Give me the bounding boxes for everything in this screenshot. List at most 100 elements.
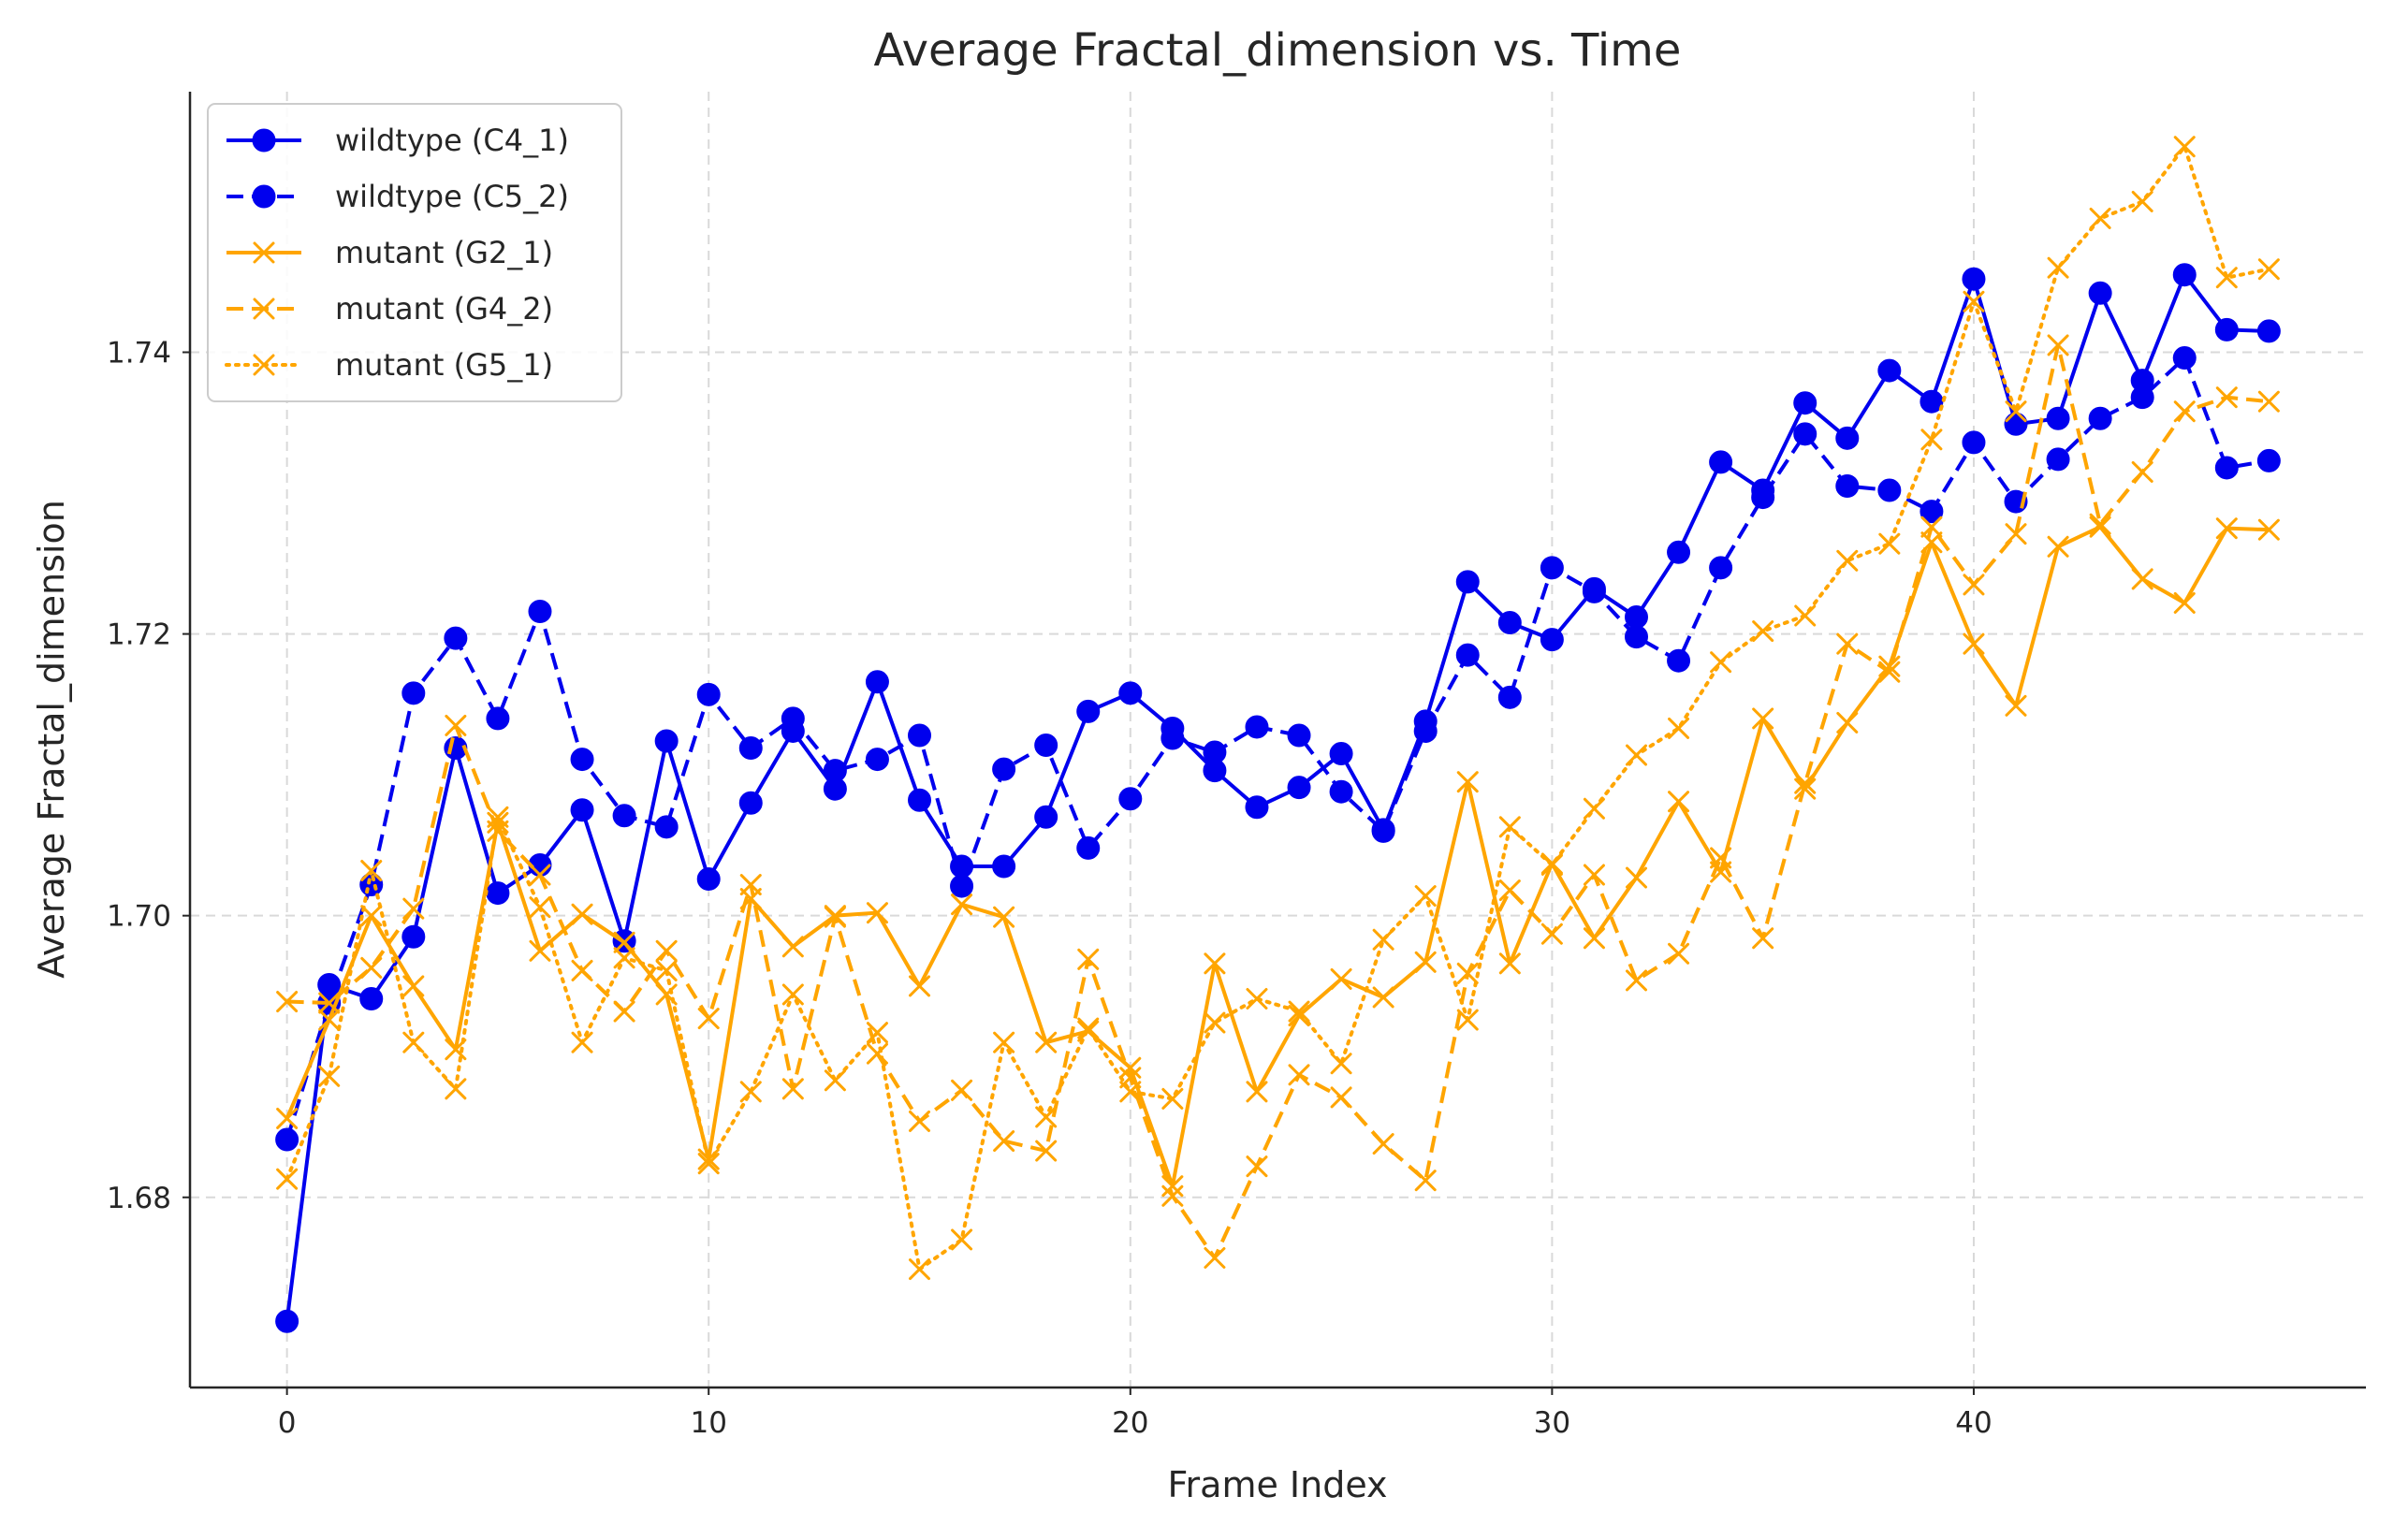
legend-label: mutant (G2_1) bbox=[335, 235, 553, 270]
data-point bbox=[275, 1309, 299, 1333]
data-point bbox=[1455, 570, 1480, 594]
legend-box bbox=[207, 103, 622, 402]
data-point bbox=[951, 1079, 973, 1101]
data-point bbox=[2046, 406, 2070, 430]
data-point bbox=[2047, 334, 2069, 356]
data-point bbox=[1414, 1170, 1437, 1192]
legend-marker bbox=[253, 354, 275, 376]
x-tick-label: 10 bbox=[690, 1406, 726, 1440]
data-point bbox=[318, 1065, 341, 1087]
data-point bbox=[2005, 694, 2027, 717]
data-point bbox=[2214, 317, 2239, 341]
legend-item: wildtype (C5_2) bbox=[226, 179, 569, 214]
data-point bbox=[444, 626, 468, 650]
data-point bbox=[1330, 1086, 1352, 1109]
data-point bbox=[1246, 988, 1268, 1010]
series-2 bbox=[276, 516, 2280, 1198]
x-tick-label: 40 bbox=[1955, 1406, 1992, 1440]
data-point bbox=[1540, 853, 1563, 876]
data-point bbox=[1877, 478, 1902, 502]
data-point bbox=[2047, 535, 2069, 558]
legend-item: mutant (G4_2) bbox=[226, 291, 553, 327]
data-point bbox=[1330, 967, 1352, 990]
data-point bbox=[1963, 290, 1985, 312]
data-point bbox=[1625, 969, 1647, 992]
data-point bbox=[2215, 517, 2238, 540]
data-point bbox=[1035, 1106, 1058, 1128]
data-point bbox=[1372, 986, 1394, 1009]
legend-item: wildtype (C4_1) bbox=[226, 123, 569, 158]
data-point bbox=[1793, 391, 1817, 415]
data-point bbox=[1498, 879, 1521, 902]
data-point bbox=[2173, 591, 2196, 614]
data-point bbox=[1836, 632, 1859, 655]
series-line bbox=[285, 525, 2270, 1188]
data-point bbox=[486, 706, 510, 731]
data-point bbox=[529, 896, 551, 919]
data-point bbox=[696, 867, 721, 892]
data-point bbox=[2214, 456, 2239, 480]
axes bbox=[188, 92, 2366, 1389]
data-point bbox=[1161, 1087, 1184, 1110]
data-point bbox=[570, 798, 594, 822]
data-point bbox=[1077, 1017, 1100, 1039]
data-point bbox=[2130, 385, 2154, 410]
data-point bbox=[655, 939, 678, 962]
legend-item: mutant (G2_1) bbox=[226, 235, 553, 270]
data-point bbox=[1245, 795, 1269, 820]
data-point bbox=[1371, 819, 1395, 843]
data-point bbox=[570, 748, 594, 772]
data-point bbox=[1962, 267, 1986, 291]
data-point bbox=[1583, 927, 1605, 950]
data-point bbox=[1497, 611, 1522, 635]
data-point bbox=[1752, 927, 1774, 950]
y-tick-label: 1.70 bbox=[107, 900, 171, 934]
data-point bbox=[1583, 797, 1605, 820]
data-point bbox=[487, 806, 509, 828]
data-point bbox=[1119, 1056, 1142, 1079]
data-point bbox=[1582, 579, 1606, 603]
data-point bbox=[2046, 447, 2070, 472]
data-point bbox=[2256, 319, 2281, 343]
data-point bbox=[529, 939, 551, 962]
data-point bbox=[486, 881, 510, 906]
data-point bbox=[613, 947, 635, 969]
data-point bbox=[1288, 1000, 1310, 1023]
data-point bbox=[2005, 523, 2027, 545]
data-point bbox=[1709, 556, 1733, 580]
data-point bbox=[2089, 513, 2111, 535]
data-point bbox=[275, 1127, 299, 1152]
data-point bbox=[1329, 779, 1353, 804]
data-point bbox=[1540, 628, 1564, 652]
data-point bbox=[1540, 923, 1563, 945]
data-point bbox=[1625, 866, 1647, 889]
data-point bbox=[738, 736, 763, 761]
data-point bbox=[1497, 685, 1522, 709]
y-tick-label: 1.74 bbox=[107, 337, 171, 370]
x-tick-label: 0 bbox=[278, 1406, 297, 1440]
data-point bbox=[654, 815, 679, 839]
data-point bbox=[865, 670, 889, 694]
data-point bbox=[1878, 532, 1901, 555]
data-point bbox=[1161, 1184, 1184, 1207]
data-point bbox=[951, 893, 973, 916]
data-point bbox=[1835, 426, 1860, 450]
data-point bbox=[1455, 643, 1480, 667]
data-point bbox=[402, 1031, 425, 1053]
data-point bbox=[1372, 928, 1394, 951]
data-point bbox=[2215, 267, 2238, 289]
data-point bbox=[612, 804, 636, 828]
data-point bbox=[1246, 1081, 1268, 1103]
x-tick-label: 30 bbox=[1534, 1406, 1570, 1440]
data-point bbox=[951, 1228, 973, 1251]
data-point bbox=[360, 956, 383, 979]
data-point bbox=[2172, 346, 2197, 370]
data-point bbox=[739, 874, 762, 896]
data-point bbox=[1330, 1053, 1352, 1075]
data-point bbox=[1035, 1031, 1058, 1053]
data-point bbox=[824, 906, 846, 928]
data-point bbox=[1414, 885, 1437, 908]
data-point bbox=[1456, 771, 1479, 793]
legend-marker bbox=[253, 241, 275, 264]
legend-items: wildtype (C4_1) wildtype (C5_2)mutant (G2… bbox=[225, 123, 569, 383]
